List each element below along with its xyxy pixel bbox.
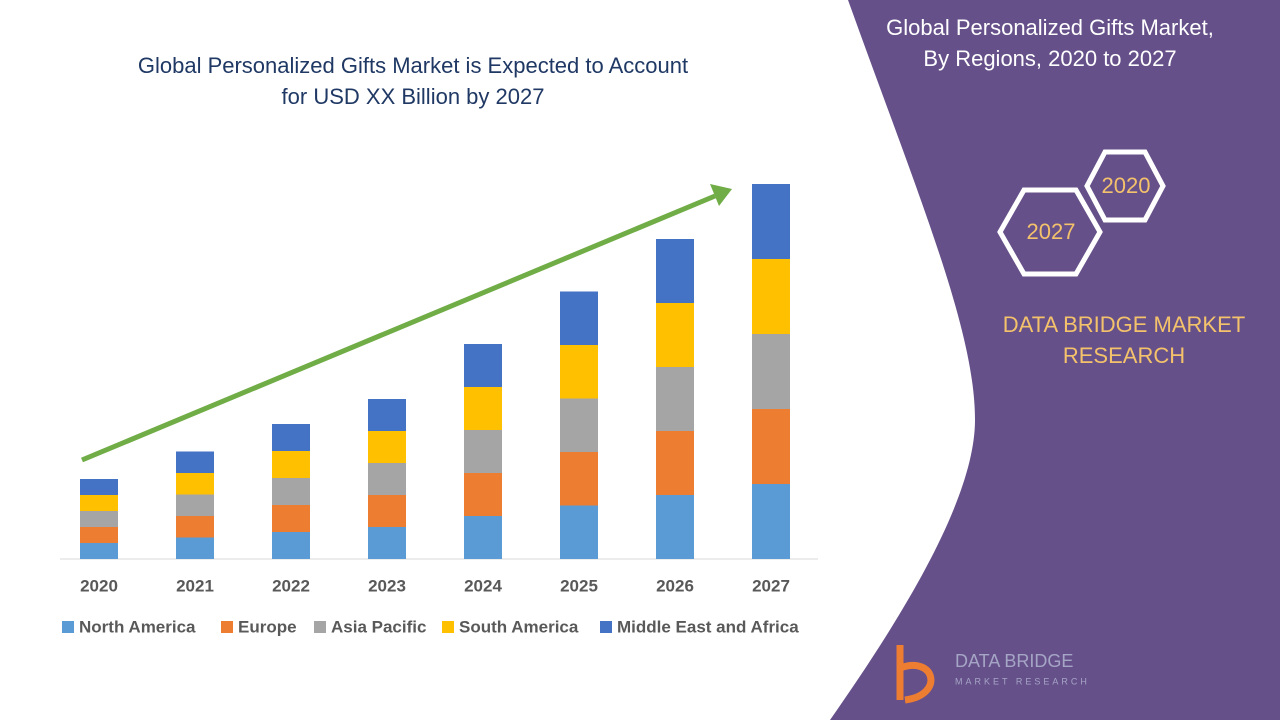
bar-segment: [464, 516, 502, 559]
bar-segment: [368, 527, 406, 559]
bar-segment: [464, 387, 502, 430]
bar-segment: [464, 344, 502, 387]
bar-segment: [464, 473, 502, 516]
x-tick-label: 2025: [560, 576, 598, 595]
bar-segment: [272, 478, 310, 505]
bar-segment: [272, 451, 310, 478]
brand-text: RESEARCH: [1063, 343, 1185, 368]
bar-segment: [656, 239, 694, 303]
x-tick-label: 2022: [272, 576, 310, 595]
legend-swatch: [62, 621, 74, 633]
bar-segment: [176, 451, 214, 473]
bar-segment: [560, 345, 598, 399]
hexagon: [1084, 149, 1166, 223]
title-line: for USD XX Billion by 2027: [282, 84, 545, 109]
title-line: Global Personalized Gifts Market is Expe…: [138, 53, 688, 78]
bar-segment: [80, 479, 118, 495]
bar-segment: [80, 543, 118, 559]
legend-label: Asia Pacific: [331, 617, 426, 636]
legend-label: Europe: [238, 617, 297, 636]
hexagon-label: 2027: [1027, 219, 1076, 244]
bar-segment: [560, 398, 598, 452]
bar-segment: [656, 367, 694, 431]
bar-segment: [560, 452, 598, 506]
legend-swatch: [221, 621, 233, 633]
bar-segment: [656, 431, 694, 495]
x-tick-label: 2026: [656, 576, 694, 595]
bar-segment: [176, 537, 214, 559]
bar-segment: [176, 516, 214, 538]
bar-segment: [752, 484, 790, 559]
bar-segment: [272, 532, 310, 559]
legend-label: South America: [459, 617, 579, 636]
bar-segment: [560, 291, 598, 345]
bar-segment: [464, 430, 502, 473]
x-tick-label: 2021: [176, 576, 214, 595]
bar-segment: [272, 424, 310, 451]
bar-segment: [368, 399, 406, 431]
bar-segment: [752, 409, 790, 484]
bar-segment: [272, 505, 310, 532]
legend-label: North America: [79, 617, 196, 636]
x-tick-label: 2024: [464, 576, 502, 595]
legend-swatch: [314, 621, 326, 633]
bar-segment: [752, 334, 790, 409]
legend-swatch: [442, 621, 454, 633]
side-title: By Regions, 2020 to 2027: [923, 46, 1176, 71]
logo-text: DATA BRIDGE: [955, 651, 1073, 671]
bar-segment: [656, 303, 694, 367]
logo-text: MARKET RESEARCH: [955, 676, 1090, 686]
bar-segment: [80, 511, 118, 527]
bar-segment: [368, 463, 406, 495]
bar-segment: [80, 495, 118, 511]
arrow-head: [710, 184, 732, 206]
logo-mark: [896, 645, 935, 704]
trend-arrow: [81, 193, 716, 463]
legend-label: Middle East and Africa: [617, 617, 799, 636]
bar-segment: [368, 495, 406, 527]
bar-segment: [560, 505, 598, 559]
side-title: Global Personalized Gifts Market,: [886, 15, 1214, 40]
x-tick-label: 2020: [80, 576, 118, 595]
x-tick-label: 2023: [368, 576, 406, 595]
bar-segment: [752, 259, 790, 334]
hexagon: [997, 187, 1103, 277]
legend-swatch: [600, 621, 612, 633]
bar-segment: [80, 527, 118, 543]
brand-text: DATA BRIDGE MARKET: [1003, 312, 1245, 337]
bar-segment: [176, 473, 214, 495]
bar-segment: [656, 495, 694, 559]
bar-segment: [752, 184, 790, 259]
bar-segment: [176, 494, 214, 516]
hexagon-label: 2020: [1102, 173, 1151, 198]
bar-segment: [368, 431, 406, 463]
side-panel: [830, 0, 1280, 720]
x-tick-label: 2027: [752, 576, 790, 595]
